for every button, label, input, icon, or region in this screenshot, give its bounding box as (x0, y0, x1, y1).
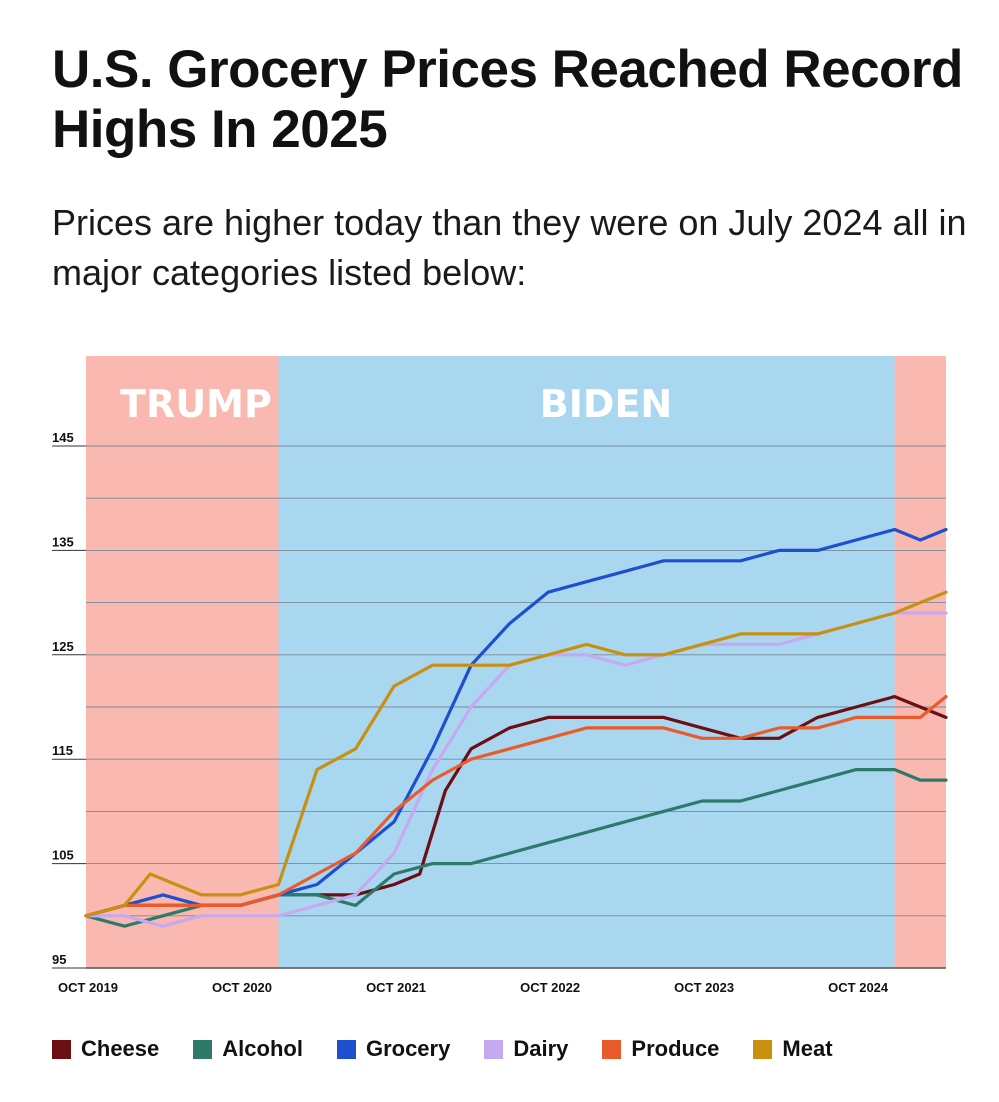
legend-label: Dairy (513, 1036, 569, 1061)
legend-label: Cheese (81, 1036, 160, 1061)
era-band-0 (86, 356, 279, 968)
legend-label: Produce (631, 1036, 720, 1061)
series-line-meat (84, 590, 948, 918)
series-line-produce (84, 695, 948, 918)
legend-swatch (336, 1039, 356, 1059)
y-tick-145: 145 (52, 430, 74, 445)
legend-swatch (484, 1039, 504, 1059)
legend-label: Alcohol (222, 1036, 303, 1061)
x-tick-5: OCT 2024 (828, 980, 889, 995)
legend-item-produce: Produce (602, 1036, 719, 1062)
series-lines (84, 527, 948, 928)
legend-swatch (602, 1039, 622, 1059)
legend-label: Meat (782, 1036, 833, 1061)
legend-item-grocery: Grocery (336, 1036, 451, 1062)
era-label-trump: TRUMP (120, 382, 272, 426)
y-tick-135: 135 (52, 534, 74, 549)
era-label-biden: BIDEN (540, 382, 672, 426)
chart-subtitle: Prices are higher today than they were o… (52, 202, 967, 293)
legend-swatch (52, 1039, 71, 1059)
legend-swatch (193, 1039, 213, 1059)
x-tick-1: OCT 2020 (212, 980, 272, 995)
y-tick-115: 115 (52, 743, 73, 758)
legend: Cheese Alcohol Grocery Dairy Produce Meat (52, 1036, 867, 1062)
y-tick-95: 95 (52, 952, 66, 967)
y-tick-125: 125 (52, 639, 74, 654)
legend-label: Grocery (365, 1036, 451, 1061)
x-axis-ticks: OCT 2019 OCT 2020 OCT 2021 OCT 2022 OCT 2023… (58, 980, 889, 995)
x-tick-0: OCT 2019 (58, 980, 118, 995)
legend-item-alcohol: Alcohol (193, 1036, 303, 1062)
legend-item-dairy: Dairy (484, 1036, 568, 1062)
era-band-2 (894, 356, 946, 968)
era-labels: TRUMP BIDEN (120, 382, 672, 426)
y-tick-105: 105 (52, 848, 74, 863)
legend-item-meat: Meat (753, 1036, 833, 1062)
legend-item-cheese: Cheese (52, 1036, 159, 1062)
legend-swatch (753, 1039, 773, 1059)
x-tick-2: OCT 2021 (366, 980, 426, 995)
y-axis-ticks: 145 135 125 115 105 95 (52, 430, 86, 969)
chart-title: U.S. Grocery Prices Reached Record Highs… (52, 40, 963, 159)
x-tick-4: OCT 2023 (674, 980, 734, 995)
x-tick-3: OCT 2022 (520, 980, 580, 995)
